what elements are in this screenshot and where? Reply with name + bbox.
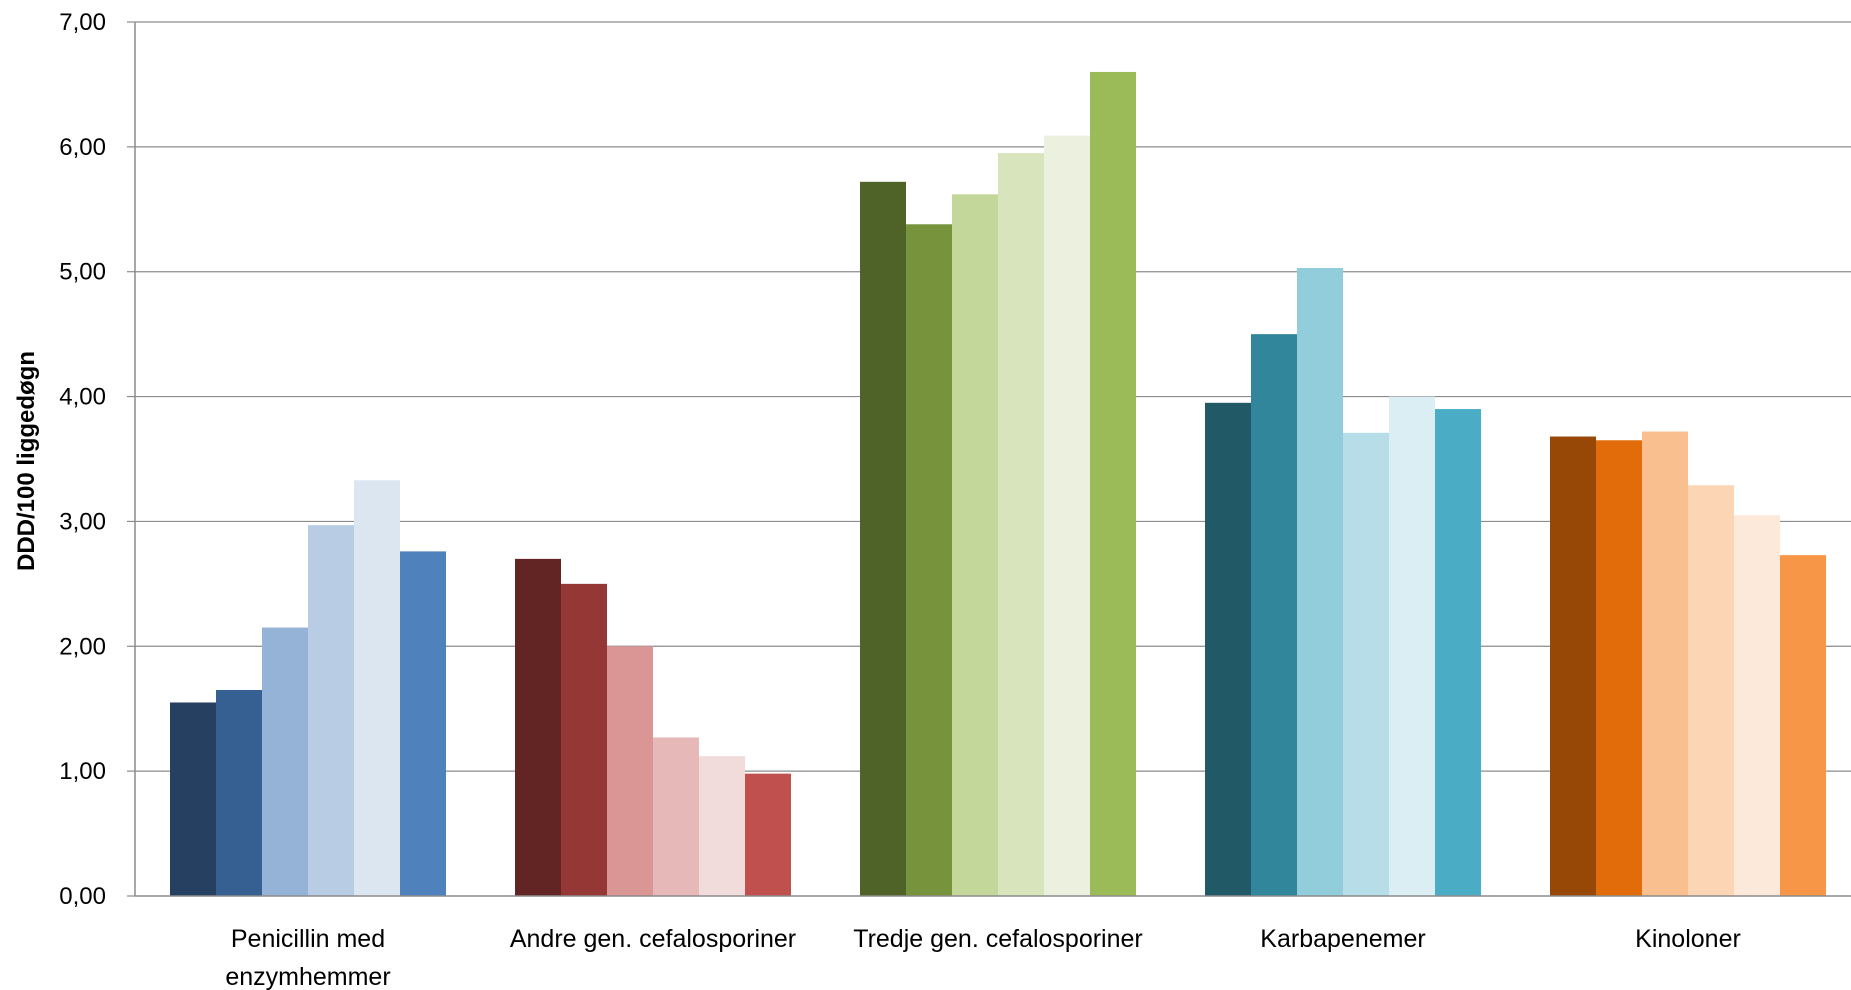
bar (1343, 432, 1389, 896)
bar (1435, 409, 1481, 896)
bar (400, 551, 446, 896)
bar (1090, 71, 1136, 896)
y-tick-label: 0,00 (59, 883, 106, 910)
bar (1389, 396, 1435, 896)
bar (1251, 334, 1297, 897)
bar (1642, 431, 1688, 896)
y-tick-label: 2,00 (59, 633, 106, 660)
y-axis-title: DDD/100 liggedøgn (13, 351, 40, 571)
bar (860, 181, 906, 896)
bar (354, 480, 400, 896)
bar (952, 194, 998, 896)
category-label: enzymhemmer (225, 963, 390, 990)
y-tick-label: 3,00 (59, 508, 106, 535)
bar (561, 583, 607, 896)
category-label: Kinoloner (1635, 925, 1741, 953)
bar (998, 153, 1044, 897)
y-tick-label: 7,00 (59, 9, 106, 36)
category-labels: Penicillin med enzymhemmer Andre gen. cefa… (225, 925, 1740, 990)
category-label: Karbapenemer (1260, 925, 1425, 953)
bar (308, 525, 354, 896)
bar (1550, 436, 1596, 896)
bar (607, 646, 653, 896)
bar (699, 756, 745, 896)
bars (170, 71, 1826, 897)
bar (262, 627, 308, 896)
bar (653, 737, 699, 896)
bar (1297, 267, 1343, 896)
bar (1780, 555, 1826, 896)
category-label: Penicillin med (231, 925, 385, 953)
category-label: Andre gen. cefalosporiner (510, 925, 796, 953)
category-label: Tredje gen. cefalosporiner (853, 925, 1143, 953)
bar (216, 689, 262, 896)
bar (1688, 485, 1734, 896)
y-tick-labels: 0,00 1,00 2,00 3,00 4,00 5,00 6,00 7,00 (59, 9, 106, 910)
bar (1596, 440, 1642, 896)
bar (906, 224, 952, 897)
y-tick-label: 1,00 (59, 758, 106, 785)
bar (745, 773, 791, 896)
bar (515, 558, 561, 896)
bar (170, 702, 216, 896)
y-tick-label: 6,00 (59, 134, 106, 161)
bar (1205, 402, 1251, 896)
bar (1734, 515, 1780, 896)
y-tick-label: 4,00 (59, 384, 106, 411)
axes (127, 21, 1851, 897)
bar (1044, 135, 1090, 896)
y-tick-label: 5,00 (59, 259, 106, 286)
